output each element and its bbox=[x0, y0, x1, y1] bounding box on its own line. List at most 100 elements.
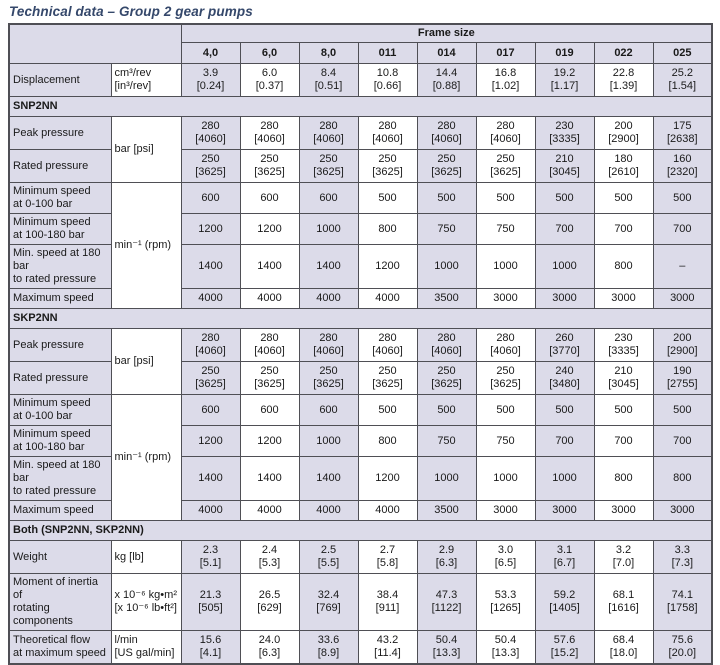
value-cell: 500 bbox=[357, 394, 418, 426]
value-cell: 200 [2900] bbox=[593, 116, 654, 150]
value-cell: 57.6 [15.2] bbox=[534, 630, 595, 665]
value-cell: 800 bbox=[357, 213, 418, 245]
value-cell: 3500 bbox=[416, 500, 477, 521]
data-row: Min. speed at 180 bar to rated pressure 14… bbox=[8, 244, 713, 289]
row-label-cell: Minimum speed at 0-100 bar bbox=[8, 394, 112, 426]
value-cell: 600 bbox=[239, 394, 300, 426]
value-cell: 1000 bbox=[475, 456, 536, 501]
value-cell: 250 [3625] bbox=[416, 361, 477, 395]
value-cell: 280 [4060] bbox=[475, 116, 536, 150]
value-cell: 3000 bbox=[593, 500, 654, 521]
value-cell: 1200 bbox=[239, 425, 300, 457]
value-cell: 500 bbox=[534, 182, 595, 214]
value-cell: 700 bbox=[534, 213, 595, 245]
corner-cell bbox=[8, 23, 182, 64]
value-cell: 600 bbox=[298, 394, 359, 426]
value-cell: 47.3 [1122] bbox=[416, 573, 477, 631]
frame-size-header: Frame size bbox=[180, 23, 713, 43]
value-cell: 4000 bbox=[357, 500, 418, 521]
row-label-cell: Theoretical flow at maximum speed bbox=[8, 630, 112, 665]
value-cell: 1400 bbox=[239, 244, 300, 289]
data-row: Minimum speed at 100-180 bar 1200 1200 1000 8… bbox=[8, 425, 713, 457]
value-cell: 14.4 [0.88] bbox=[416, 63, 477, 97]
value-cell: 250 [3625] bbox=[180, 149, 241, 183]
value-cell: 250 [3625] bbox=[475, 149, 536, 183]
row-label-cell: Rated pressure bbox=[8, 361, 112, 395]
value-cell: 22.8 [1.39] bbox=[593, 63, 654, 97]
value-cell: 8.4 [0.51] bbox=[298, 63, 359, 97]
value-cell: 280 [4060] bbox=[180, 328, 241, 362]
section-header-row: Both (SNP2NN, SKP2NN) bbox=[8, 520, 713, 541]
value-cell: 260 [3770] bbox=[534, 328, 595, 362]
value-cell: 280 [4060] bbox=[357, 116, 418, 150]
value-cell: 700 bbox=[534, 425, 595, 457]
value-cell: 10.8 [0.66] bbox=[357, 63, 418, 97]
value-cell: 1200 bbox=[180, 425, 241, 457]
row-label-cell: Rated pressure bbox=[8, 149, 112, 183]
data-row: Minimum speed at 0-100 bar min⁻¹ (rpm) 600 6… bbox=[8, 394, 713, 521]
value-cell: 230 [3335] bbox=[593, 328, 654, 362]
value-cell: 3.1 [6.7] bbox=[534, 540, 595, 574]
value-cell: 200 [2900] bbox=[652, 328, 713, 362]
unit-cell: cm³/rev [in³/rev] bbox=[110, 63, 182, 97]
unit-cell: l/min [US gal/min] bbox=[110, 630, 182, 665]
value-cell: 180 [2610] bbox=[593, 149, 654, 183]
value-cell: 1400 bbox=[180, 244, 241, 289]
value-cell: 3000 bbox=[652, 500, 713, 521]
value-cell: 800 bbox=[593, 456, 654, 501]
value-cell: 2.5 [5.5] bbox=[298, 540, 359, 574]
value-cell: 250 [3625] bbox=[180, 361, 241, 395]
value-cell: 240 [3480] bbox=[534, 361, 595, 395]
column-header: 022 bbox=[593, 42, 654, 64]
value-cell: 43.2 [11.4] bbox=[357, 630, 418, 665]
column-header: 8,0 bbox=[298, 42, 359, 64]
value-cell: 16.8 [1.02] bbox=[475, 63, 536, 97]
value-cell: 175 [2638] bbox=[652, 116, 713, 150]
value-cell: 280 [4060] bbox=[239, 116, 300, 150]
value-cell: 33.6 [8.9] bbox=[298, 630, 359, 665]
value-cell: 500 bbox=[593, 394, 654, 426]
value-cell: 6.0 [0.37] bbox=[239, 63, 300, 97]
value-cell: 280 [4060] bbox=[180, 116, 241, 150]
page: Technical data – Group 2 gear pumps Fram… bbox=[8, 4, 714, 665]
value-cell: 3500 bbox=[416, 288, 477, 309]
value-cell: 500 bbox=[534, 394, 595, 426]
table-row: Frame size bbox=[8, 23, 713, 64]
data-row: Minimum speed at 0-100 bar min⁻¹ (rpm) 600 6… bbox=[8, 182, 713, 309]
row-label-cell: Minimum speed at 100-180 bar bbox=[8, 425, 112, 457]
value-cell: 800 bbox=[357, 425, 418, 457]
section-header: SNP2NN bbox=[8, 96, 713, 117]
data-row: Moment of inertia of rotating components x… bbox=[8, 573, 713, 631]
value-cell: 1400 bbox=[239, 456, 300, 501]
value-cell: 32.4 [769] bbox=[298, 573, 359, 631]
value-cell: 3.0 [6.5] bbox=[475, 540, 536, 574]
value-cell: 1400 bbox=[180, 456, 241, 501]
value-cell: 250 [3625] bbox=[239, 361, 300, 395]
value-cell: 3000 bbox=[534, 288, 595, 309]
value-cell: 2.3 [5.1] bbox=[180, 540, 241, 574]
value-cell: 250 [3625] bbox=[475, 361, 536, 395]
value-cell: 210 [3045] bbox=[593, 361, 654, 395]
column-header: 019 bbox=[534, 42, 595, 64]
unit-cell: min⁻¹ (rpm) bbox=[110, 394, 182, 521]
value-cell: 3000 bbox=[652, 288, 713, 309]
value-cell: 500 bbox=[475, 394, 536, 426]
table-body: Displacement cm³/rev [in³/rev] 3.9 [0.24] 6.0… bbox=[8, 63, 713, 665]
value-cell: 1200 bbox=[357, 456, 418, 501]
value-cell: 500 bbox=[593, 182, 654, 214]
data-row: Weight kg [lb] 2.3 [5.1] 2.4 [5.3] 2.5 [5.5] 2.7… bbox=[8, 540, 713, 574]
column-header: 4,0 bbox=[180, 42, 241, 64]
value-cell: 1400 bbox=[298, 244, 359, 289]
row-label-cell: Minimum speed at 100-180 bar bbox=[8, 213, 112, 245]
value-cell: 3.2 [7.0] bbox=[593, 540, 654, 574]
row-label-cell: Maximum speed bbox=[8, 500, 112, 521]
data-row: Maximum speed 4000 4000 4000 4000 3500 3000 300… bbox=[8, 500, 713, 521]
value-cell: 3.3 [7.3] bbox=[652, 540, 713, 574]
unit-cell: min⁻¹ (rpm) bbox=[110, 182, 182, 309]
value-cell: 15.6 [4.1] bbox=[180, 630, 241, 665]
value-cell: 280 [4060] bbox=[416, 116, 477, 150]
value-cell: 700 bbox=[593, 425, 654, 457]
value-cell: 800 bbox=[593, 244, 654, 289]
value-cell: 4000 bbox=[239, 500, 300, 521]
value-cell: 53.3 [1265] bbox=[475, 573, 536, 631]
